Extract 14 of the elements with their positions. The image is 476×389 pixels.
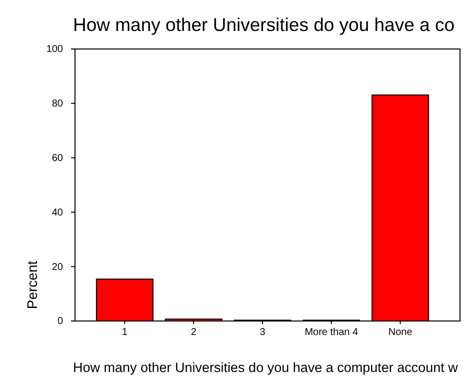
x-axis-title: How many other Universities do you have a computer account w [73, 360, 458, 375]
x-tick-label: None [388, 327, 413, 338]
y-tick-label: 40 [52, 207, 64, 218]
y-tick-label: 60 [52, 153, 64, 164]
y-tick-label: 100 [46, 44, 64, 56]
y-tick-label: 80 [52, 98, 64, 110]
x-tick-label: 3 [260, 327, 266, 338]
x-tick-label: 1 [122, 327, 128, 338]
y-axis-title: Percent [24, 260, 40, 310]
y-tick-label: 0 [57, 316, 64, 328]
y-tick-label: 20 [52, 262, 64, 273]
chart-title: How many other Universities do you have a co [73, 14, 454, 35]
x-tick-label: More than 4 [304, 327, 359, 338]
x-tick-label: 2 [190, 327, 197, 338]
